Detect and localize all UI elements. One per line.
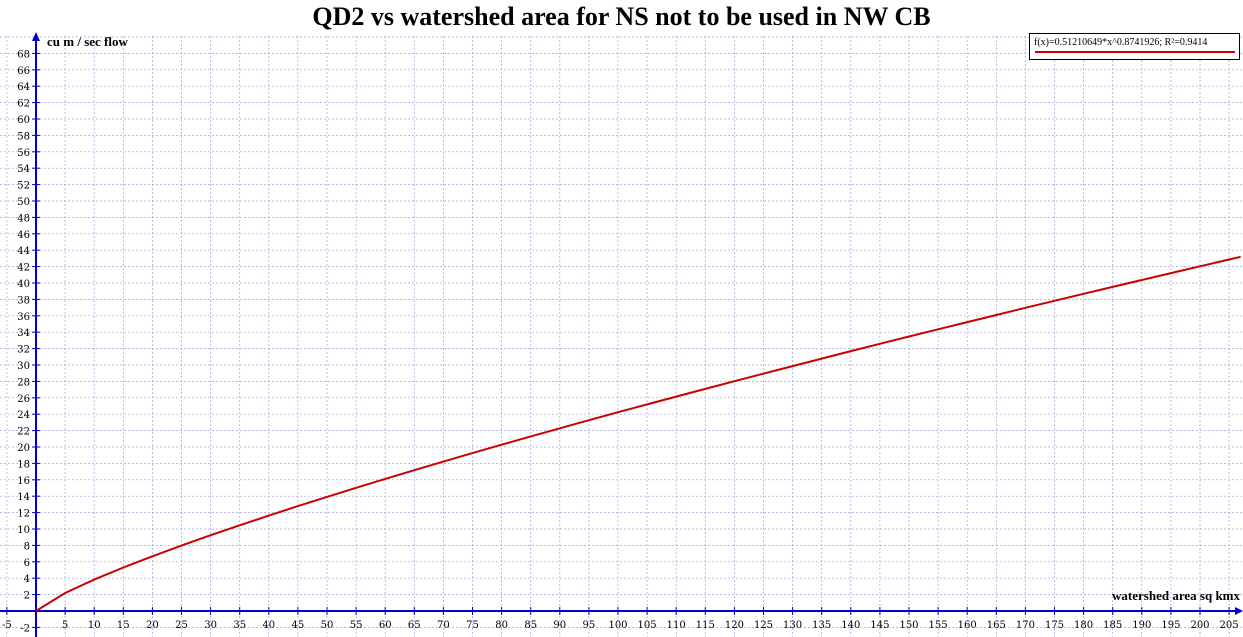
y-tick-label: 44 [17, 246, 30, 257]
x-tick-label: 130 [783, 620, 802, 631]
y-tick-label: 16 [17, 476, 30, 487]
ticks: -5 5 10 15 20 25 30 35 40 45 50 55 60 65 70 75 80 85 90 95 1… [2, 49, 1239, 634]
x-tick-label: 60 [379, 620, 392, 631]
y-tick-label: -2 [20, 623, 30, 634]
x-tick-label: 165 [987, 620, 1006, 631]
y-tick-label: 52 [17, 181, 30, 192]
x-tick-label: 185 [1103, 620, 1122, 631]
legend: f(x)=0.51210649*x^0.8741926; R²=0.9414 [1029, 33, 1240, 60]
y-tick-label: 2 [24, 591, 30, 602]
y-tick-label: 14 [17, 492, 30, 503]
legend-swatch [1035, 51, 1235, 53]
x-tick-label: 160 [958, 620, 977, 631]
x-tick-label: 55 [350, 620, 363, 631]
y-tick-label: 22 [17, 427, 30, 438]
y-tick-label: 68 [17, 49, 30, 60]
y-tick-label: 58 [17, 131, 30, 142]
x-tick-label: 35 [233, 620, 246, 631]
x-tick-label: 30 [204, 620, 217, 631]
x-tick-label: 200 [1190, 620, 1209, 631]
y-tick-label: 62 [17, 99, 30, 110]
x-tick-label: 80 [495, 620, 508, 631]
x-tick-label: 45 [292, 620, 305, 631]
y-tick-label: 40 [17, 279, 30, 290]
y-tick-label: 50 [17, 197, 30, 208]
x-tick-label: 75 [466, 620, 479, 631]
x-axis-label: watershed area sq kmx [1112, 588, 1240, 603]
y-tick-label: 24 [17, 410, 30, 421]
y-tick-label: 66 [17, 66, 30, 77]
x-tick-label: 15 [117, 620, 130, 631]
x-tick-label: 145 [870, 620, 889, 631]
x-axis-arrow [1235, 607, 1243, 615]
x-tick-label: 100 [608, 620, 627, 631]
y-tick-label: 26 [17, 394, 30, 405]
y-tick-label: 64 [17, 82, 30, 93]
x-tick-label: 85 [524, 620, 537, 631]
y-tick-label: 48 [17, 213, 30, 224]
y-axis-label: cu m / sec flow [47, 34, 128, 49]
x-tick-label: -5 [2, 620, 12, 631]
x-tick-label: 25 [175, 620, 188, 631]
x-tick-label: 205 [1220, 620, 1239, 631]
x-tick-label: 5 [62, 620, 68, 631]
x-tick-label: 135 [812, 620, 831, 631]
y-tick-label: 6 [24, 558, 30, 569]
x-tick-label: 65 [408, 620, 421, 631]
x-tick-label: 140 [841, 620, 860, 631]
y-axis-arrow [32, 32, 40, 41]
x-tick-label: 90 [553, 620, 566, 631]
y-tick-label: 8 [24, 541, 30, 552]
y-tick-label: 46 [17, 230, 30, 241]
x-tick-label: 120 [725, 620, 744, 631]
y-tick-label: 54 [17, 164, 30, 175]
y-tick-label: 42 [17, 263, 30, 274]
grid [0, 36, 1243, 637]
y-tick-label: 32 [17, 345, 30, 356]
y-tick-label: 30 [17, 361, 30, 372]
x-tick-label: 190 [1132, 620, 1151, 631]
y-tick-label: 36 [17, 312, 30, 323]
series-line-0 [35, 255, 1241, 612]
x-tick-label: 10 [88, 620, 101, 631]
series [35, 255, 1241, 612]
x-tick-label: 150 [899, 620, 918, 631]
x-tick-label: 125 [754, 620, 773, 631]
y-tick-label: 12 [17, 509, 30, 520]
x-tick-label: 20 [146, 620, 159, 631]
chart-title: QD2 vs watershed area for NS not to be u… [312, 2, 931, 31]
x-tick-label: 195 [1161, 620, 1180, 631]
x-tick-label: 70 [437, 620, 450, 631]
y-tick-label: 20 [17, 443, 30, 454]
y-tick-label: 56 [17, 148, 30, 159]
x-tick-label: 50 [321, 620, 334, 631]
x-tick-label: 175 [1045, 620, 1064, 631]
y-tick-label: 34 [17, 328, 30, 339]
x-tick-label: 155 [929, 620, 948, 631]
x-tick-label: 110 [667, 620, 686, 631]
legend-entry-label: f(x)=0.51210649*x^0.8741926; R²=0.9414 [1034, 37, 1208, 48]
x-tick-label: 105 [638, 620, 657, 631]
x-tick-label: 180 [1074, 620, 1093, 631]
x-tick-label: 170 [1016, 620, 1035, 631]
x-tick-label: 40 [262, 620, 275, 631]
y-tick-label: 28 [17, 377, 30, 388]
axes [0, 32, 1243, 637]
y-tick-label: 10 [17, 525, 30, 536]
y-tick-label: 18 [17, 459, 30, 470]
x-tick-label: 115 [696, 620, 715, 631]
x-tick-label: 95 [583, 620, 596, 631]
y-tick-label: 60 [17, 115, 30, 126]
y-tick-label: 4 [24, 574, 30, 585]
y-tick-label: 38 [17, 295, 30, 306]
